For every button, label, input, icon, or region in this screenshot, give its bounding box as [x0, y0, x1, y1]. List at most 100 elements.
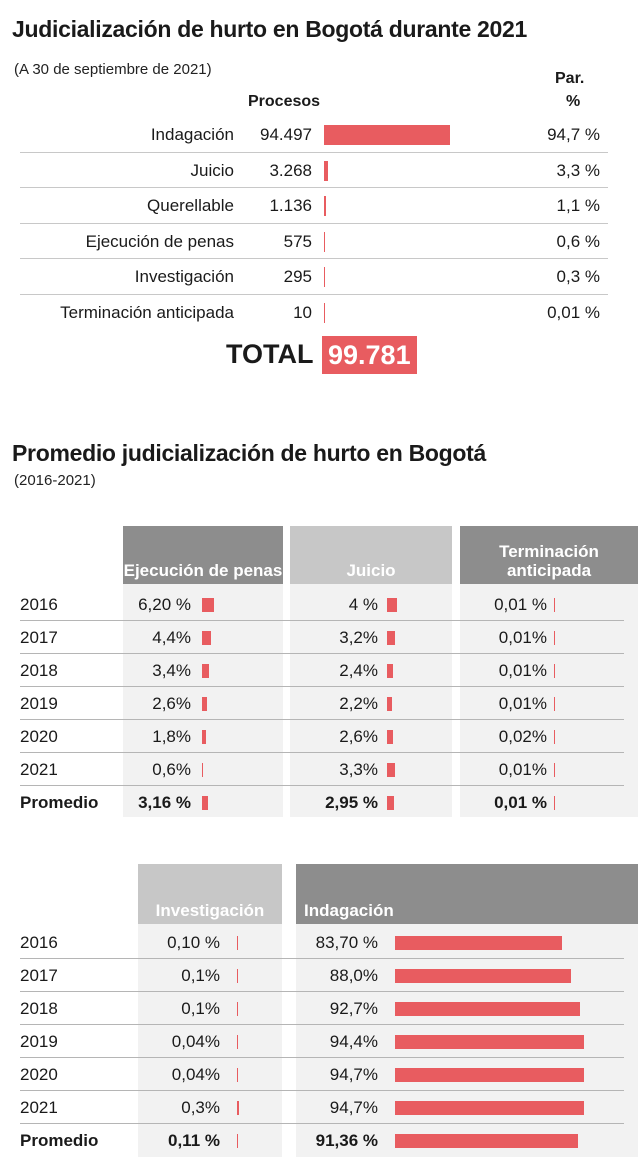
row-label: 2017	[20, 966, 58, 985]
value-cell: 0,01%	[498, 760, 547, 779]
value-cell: 3,2%	[339, 628, 378, 647]
column-background	[138, 924, 282, 1157]
bar	[387, 664, 393, 678]
column-header: Indagación	[296, 864, 638, 924]
row-separator	[20, 620, 624, 621]
bar	[202, 697, 207, 711]
bar	[324, 267, 325, 287]
column-header: Investigación	[138, 864, 282, 924]
bar	[395, 1101, 584, 1115]
category-label: Terminación anticipada	[60, 302, 234, 322]
table-row: 2017 0,1% 88,0%	[0, 959, 638, 992]
bar	[395, 1035, 584, 1049]
value-cell: 0,01%	[498, 661, 547, 680]
bar	[554, 664, 555, 678]
value-label: 1.136	[269, 196, 312, 215]
bar	[387, 631, 395, 645]
row-label: 2021	[20, 760, 58, 779]
row-label: Promedio	[20, 793, 99, 812]
value-cell: 88,0%	[329, 966, 378, 985]
bar	[387, 598, 397, 612]
bar	[237, 1134, 238, 1148]
table-row: 2021 0,6% 3,3% 0,01%	[0, 753, 638, 786]
bar	[324, 125, 450, 145]
value-cell: 3,3%	[339, 760, 378, 779]
bar-row: Investigación 295 0,3 %	[0, 259, 638, 294]
row-label: 2018	[20, 999, 58, 1018]
value-cell: 94,7%	[329, 1098, 378, 1117]
share-label: 1,1 %	[556, 196, 600, 215]
value-label: 3.268	[269, 160, 312, 180]
bar	[237, 1035, 238, 1049]
chart-title: Judicialización de hurto en Bogotá duran…	[12, 16, 528, 42]
column-header: Terminación anticipada	[460, 526, 638, 584]
category-label: Indagación	[150, 125, 234, 144]
row-separator	[20, 719, 624, 720]
bar	[554, 631, 555, 645]
column-header: Juicio	[290, 526, 452, 584]
row-label: 2019	[20, 694, 58, 713]
bar	[387, 796, 394, 810]
row-label: 2020	[20, 1065, 58, 1084]
bar	[202, 598, 214, 612]
value-cell: 1,8%	[152, 727, 191, 746]
value-cell: 0,04%	[171, 1032, 220, 1051]
value-cell: 2,6%	[339, 727, 378, 746]
table-row: 2016 0,10 % 83,70 %	[0, 926, 638, 959]
bar	[202, 664, 209, 678]
value-cell: 94,4%	[329, 1032, 378, 1051]
category-label: Juicio	[190, 160, 234, 180]
bar	[554, 730, 555, 744]
table-row: 2018 0,1% 92,7%	[0, 992, 638, 1025]
row-label: Promedio	[20, 1131, 99, 1150]
bar	[324, 302, 325, 323]
par-header-line2: %	[566, 93, 581, 110]
bar	[202, 796, 208, 810]
column-background	[290, 584, 452, 817]
table-row: 2018 3,4% 2,4% 0,01%	[0, 654, 638, 687]
row-separator	[20, 1123, 624, 1124]
bar	[554, 598, 555, 612]
value-cell: 0,11 %	[168, 1131, 220, 1150]
row-label: 2021	[20, 1098, 58, 1117]
bar	[324, 196, 326, 216]
row-separator	[20, 1090, 624, 1091]
value-cell: 0,10 %	[167, 933, 220, 952]
bar	[237, 1002, 238, 1016]
share-label: 3,3 %	[556, 160, 600, 180]
section2-title: Promedio judicialización de hurto en Bog…	[12, 440, 486, 466]
row-separator	[20, 752, 624, 753]
value-cell: 2,95 %	[325, 793, 378, 812]
bar-row: Indagación 94.497 94,7 %	[0, 117, 638, 152]
bar	[554, 763, 555, 777]
value-label: 10	[293, 302, 312, 322]
bar-row: Querellable 1.136 1,1 %	[0, 188, 638, 223]
bar	[237, 1101, 239, 1115]
value-cell: 0,01 %	[494, 595, 547, 614]
value-cell: 0,02%	[498, 727, 547, 746]
average-row: Promedio 3,16 % 2,95 % 0,01 %	[0, 786, 638, 819]
row-separator	[20, 222, 608, 224]
row-separator	[20, 991, 624, 992]
value-cell: 3,4%	[152, 661, 191, 680]
value-cell: 6,20 %	[138, 595, 191, 614]
value-cell: 91,36 %	[315, 1131, 378, 1150]
bar	[202, 730, 206, 744]
table-row: 2019 0,04% 94,4%	[0, 1025, 638, 1058]
procesos-header: Procesos	[248, 93, 321, 110]
value-cell: 0,01%	[498, 694, 547, 713]
bar-row: Juicio 3.268 3,3 %	[0, 153, 638, 188]
row-label: 2019	[20, 1032, 58, 1051]
value-cell: 94,7%	[329, 1065, 378, 1084]
row-separator	[20, 1057, 624, 1058]
row-label: 2016	[20, 595, 58, 614]
total-label: TOTAL	[226, 339, 314, 369]
row-separator	[20, 293, 608, 295]
bar	[395, 1002, 580, 1016]
bar	[202, 763, 203, 777]
table-row: 2020 1,8% 2,6% 0,02%	[0, 720, 638, 753]
value-label: 94.497	[260, 125, 312, 144]
value-cell: 2,6%	[152, 694, 191, 713]
table-row: 2021 0,3% 94,7%	[0, 1091, 638, 1124]
table-row: 2020 0,04% 94,7%	[0, 1058, 638, 1091]
